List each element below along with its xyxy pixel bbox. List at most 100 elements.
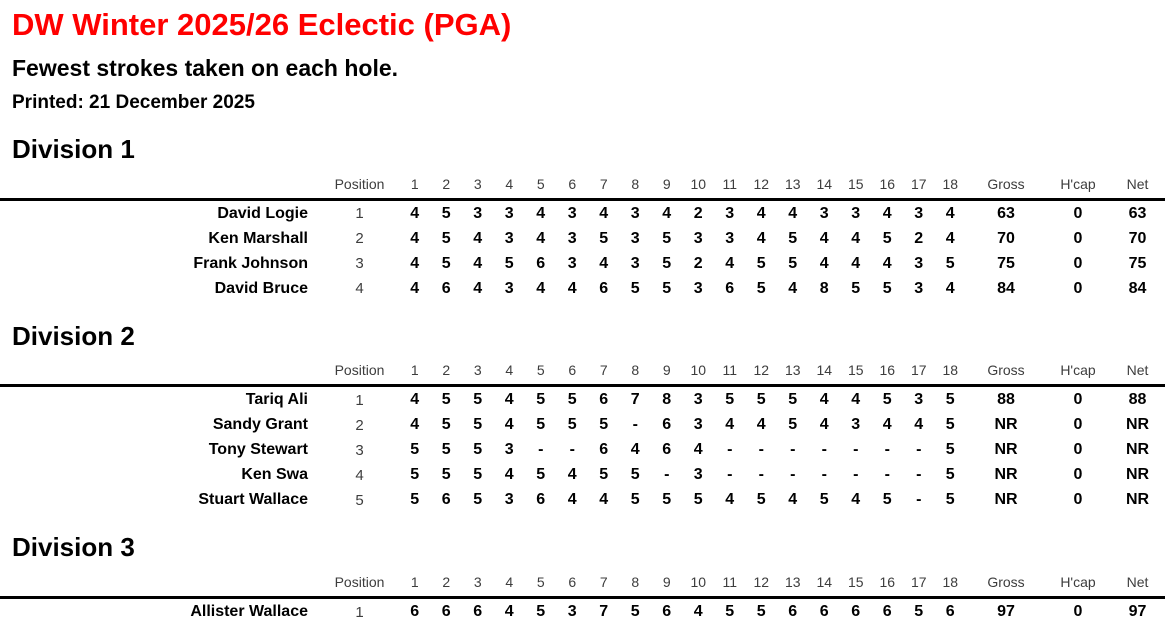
column-header-hole-16: 16 xyxy=(871,572,903,596)
hole-score: 5 xyxy=(473,491,483,509)
hole-score: 5 xyxy=(410,441,420,459)
column-header-hole-5: 5 xyxy=(525,572,557,596)
hole-score: 5 xyxy=(630,491,640,509)
column-header-hcap: H'cap xyxy=(1046,360,1110,384)
hole-score: - xyxy=(916,466,922,484)
hole-score: 4 xyxy=(410,279,420,297)
player-name: David Logie xyxy=(217,204,308,222)
gross-value: 70 xyxy=(997,229,1015,247)
column-header-hole-11: 11 xyxy=(714,360,746,384)
hole-score: 5 xyxy=(882,391,892,409)
hole-score: 4 xyxy=(851,254,861,272)
hole-score: 3 xyxy=(851,204,861,222)
net-value: 84 xyxy=(1128,279,1147,297)
gross-value: NR xyxy=(994,416,1018,434)
column-header-hole-17: 17 xyxy=(903,173,935,198)
hole-score: - xyxy=(853,466,859,484)
player-column-header xyxy=(0,174,320,197)
hole-score: 5 xyxy=(410,491,420,509)
net-value: 70 xyxy=(1128,229,1147,247)
hole-score: 5 xyxy=(945,466,955,484)
hole-score: 6 xyxy=(788,603,798,621)
gross-value: 63 xyxy=(997,204,1015,222)
hole-score: - xyxy=(727,441,733,459)
hcap-value: 0 xyxy=(1073,204,1083,222)
column-header-hole-18: 18 xyxy=(934,572,966,596)
column-header-hole-17: 17 xyxy=(903,360,935,384)
hole-score: 3 xyxy=(630,254,640,272)
player-row: Tony Stewart 3 5 5 5 3 - - 6 4 6 4 - - - - - - - 5 NR 0 NR xyxy=(0,437,1165,462)
hole-score: 5 xyxy=(693,491,703,509)
hole-score: 6 xyxy=(851,603,861,621)
hole-score: 4 xyxy=(819,229,829,247)
column-header-row: Position 1 2 3 4 5 6 7 8 9 10 11 12 13 14 15 16 17 18 Gross… xyxy=(0,173,1165,198)
player-position: 5 xyxy=(355,491,364,509)
column-header-hole-12: 12 xyxy=(745,572,777,596)
divisions-container: Division 1 Position 1 2 3 4 5 6 7 8 9 10 11 12 13 14 15 1… xyxy=(0,135,1165,624)
player-position: 1 xyxy=(355,391,364,409)
hole-score: 3 xyxy=(914,279,924,297)
hole-score: 3 xyxy=(725,204,735,222)
hole-score: 6 xyxy=(599,391,609,409)
hole-score: 5 xyxy=(630,279,640,297)
column-header-hole-2: 2 xyxy=(430,173,462,198)
hole-score: 4 xyxy=(725,416,735,434)
division-section: Division 3 Position 1 2 3 4 5 6 7 8 9 10 11 12 13 14 15 1… xyxy=(0,533,1165,624)
player-row: David Logie 1 4 5 3 3 4 3 4 3 4 2 3 4 4 3 3 4 3 4 63 0 63 xyxy=(0,201,1165,226)
hole-score: 4 xyxy=(410,416,420,434)
net-value: 63 xyxy=(1128,204,1147,222)
column-header-row: Position 1 2 3 4 5 6 7 8 9 10 11 12 13 14 15 16 17 18 Gross… xyxy=(0,360,1165,384)
hole-score: 5 xyxy=(662,491,672,509)
division-table: Position 1 2 3 4 5 6 7 8 9 10 11 12 13 14 15 16 17 18 Gross… xyxy=(0,360,1165,512)
hole-score: 6 xyxy=(599,441,609,459)
hole-score: 4 xyxy=(819,254,829,272)
player-name: Tony Stewart xyxy=(208,441,308,459)
hole-score: 6 xyxy=(662,416,672,434)
column-header-hole-13: 13 xyxy=(777,173,809,198)
column-header-gross: Gross xyxy=(966,360,1046,384)
hole-score: 4 xyxy=(693,603,703,621)
hole-score: 5 xyxy=(788,229,798,247)
hole-score: 3 xyxy=(567,204,577,222)
column-header-hole-13: 13 xyxy=(777,572,809,596)
hole-score: 4 xyxy=(725,254,735,272)
hole-score: 6 xyxy=(599,279,609,297)
hole-score: 4 xyxy=(630,441,640,459)
hole-score: 5 xyxy=(567,416,577,434)
hole-score: 5 xyxy=(882,491,892,509)
hole-score: 5 xyxy=(662,279,672,297)
player-name: Stuart Wallace xyxy=(198,491,308,509)
net-value: NR xyxy=(1125,416,1150,434)
hole-score: 5 xyxy=(473,441,483,459)
hole-score: 6 xyxy=(441,491,451,509)
gross-value: NR xyxy=(994,441,1018,459)
hole-score: 4 xyxy=(410,229,420,247)
hole-score: 5 xyxy=(756,254,766,272)
hole-score: 4 xyxy=(536,229,546,247)
division-section: Division 2 Position 1 2 3 4 5 6 7 8 9 10 11 12 13 14 15 1… xyxy=(0,322,1165,513)
column-header-gross: Gross xyxy=(966,572,1046,596)
column-header-hole-13: 13 xyxy=(777,360,809,384)
hole-score: 5 xyxy=(599,416,609,434)
column-header-hole-14: 14 xyxy=(808,173,840,198)
hole-score: 3 xyxy=(630,204,640,222)
player-column-header xyxy=(0,572,320,595)
hcap-value: 0 xyxy=(1073,491,1083,509)
hole-score: 4 xyxy=(851,491,861,509)
report-subtitle: Fewest strokes taken on each hole. xyxy=(12,55,399,82)
division-table: Position 1 2 3 4 5 6 7 8 9 10 11 12 13 14 15 16 17 18 Gross… xyxy=(0,572,1165,624)
player-position: 2 xyxy=(355,230,364,248)
hole-score: 2 xyxy=(693,204,703,222)
hole-score: 3 xyxy=(693,279,703,297)
column-header-hole-1: 1 xyxy=(399,360,431,384)
hole-score: 3 xyxy=(914,391,924,409)
hole-score: 5 xyxy=(882,279,892,297)
hole-score: 4 xyxy=(882,416,892,434)
column-header-hole-4: 4 xyxy=(493,360,525,384)
division-title: Division 2 xyxy=(12,320,135,351)
net-value: NR xyxy=(1125,466,1150,484)
hole-score: 5 xyxy=(882,229,892,247)
hole-score: 5 xyxy=(756,391,766,409)
hole-score: - xyxy=(727,466,733,484)
